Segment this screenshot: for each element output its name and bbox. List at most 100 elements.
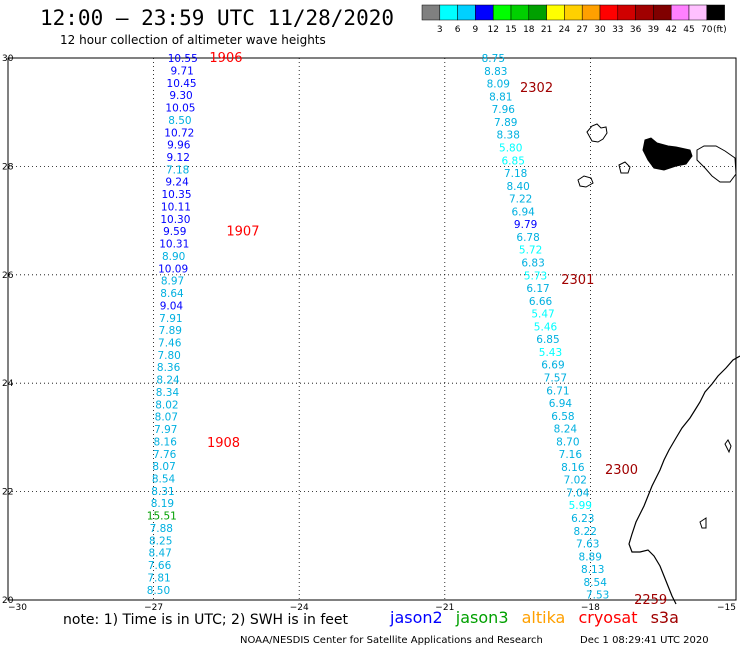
satellite-jason2: jason2 [390,608,443,627]
wave-height-value: 8.64 [160,288,184,300]
wave-height-value: 5.99 [569,500,592,512]
footer-note: note: 1) Time is in UTC; 2) SWH is in fe… [63,612,349,628]
longitude-label: −24 [290,603,309,613]
pass-label: 1906 [209,51,242,66]
legend-label: 21 [541,25,552,35]
latitude-label: 30 [2,54,14,64]
legend-label: 36 [630,25,642,35]
wave-height-value: 10.05 [165,103,195,115]
legend-label: 45 [683,25,694,35]
page-subtitle: 12 hour collection of altimeter wave hei… [60,33,326,47]
wave-height-value: 6.85 [536,334,559,346]
legend-label: 6 [455,25,461,35]
color-legend: 3 6 9 12 15 18 21 24 27 30 33 36 39 42 45 70 (ft) [421,4,727,35]
wave-height-value: 7.04 [566,487,590,499]
legend-label: 39 [648,25,660,35]
wave-height-value: 6.78 [516,232,539,244]
wave-height-value: 8.07 [152,461,175,473]
wave-height-value: 8.36 [157,362,181,374]
altimeter-track-east: 8.758.838.098.817.967.898.385.806.857.18… [482,53,610,602]
wave-height-value: 7.66 [148,560,172,572]
satellite-altika: altika [521,608,566,627]
pass-label: 2302 [520,81,553,96]
wave-height-value: 7.53 [586,590,609,602]
wave-height-value: 10.31 [159,239,189,251]
wave-height-value: 7.63 [576,539,599,551]
wave-height-value: 8.09 [487,79,510,91]
map-frame [7,57,737,601]
wave-height-value: 8.89 [579,551,602,563]
wave-height-value: 8.47 [148,548,171,560]
wave-height-value: 8.24 [554,424,578,436]
wave-height-value: 8.40 [506,181,529,193]
wave-height-value: 9.24 [165,177,189,189]
latitude-label: 20 [2,596,14,606]
wave-height-value: 6.94 [549,398,573,410]
wave-height-value: 8.50 [168,115,191,127]
pass-labels: 1906 1907 1908 2302 2301 2300 2259 [207,51,667,608]
wave-height-value: 8.22 [574,526,597,538]
altimeter-track-west: 10.559.7110.459.3010.058.5010.729.969.12… [147,53,198,597]
wave-height-value: 7.88 [150,523,173,535]
wave-height-value: 8.54 [152,473,176,485]
legend-label: 9 [473,25,479,35]
wave-height-value: 7.22 [509,194,532,206]
page-title: 12:00 – 23:59 UTC 11/28/2020 [40,6,395,30]
wave-height-value: 10.55 [168,53,198,65]
wave-height-value: 7.97 [154,424,177,436]
satellite-legend: jason2 jason3 altika cryosat s3a [390,608,687,627]
wave-height-value: 8.31 [151,486,174,498]
longitude-label: −21 [435,603,454,613]
wave-height-value: 9.12 [167,152,190,164]
wave-height-value: 5.46 [534,321,558,333]
wave-height-value: 7.96 [492,104,516,116]
wave-height-value: 7.91 [159,313,182,325]
wave-height-value: 8.97 [161,276,184,288]
legend-label: 33 [612,25,623,35]
wave-height-value: 9.59 [163,226,186,238]
wave-height-value: 6.94 [511,206,535,218]
wave-height-value: 6.23 [571,513,594,525]
island-lanzarote [586,123,608,143]
axis-tick-labels: 30 28 26 24 22 20−30 −27 −24 −21 −18 −15 [2,54,736,613]
pass-label: 1907 [226,224,259,239]
african-coastline [628,355,740,605]
satellite-cryosat: cryosat [578,608,638,627]
wave-height-value: 8.90 [162,251,185,263]
legend-swatch [706,4,725,21]
legend-label: 42 [665,25,676,35]
wave-height-value: 10.09 [158,263,188,275]
longitude-label: −15 [717,603,736,613]
legend-label: 70 [701,25,713,35]
longitude-label: −18 [581,603,600,613]
wave-height-value: 10.45 [167,78,197,90]
latitude-label: 26 [2,271,14,281]
wave-height-value: 8.16 [561,462,585,474]
wave-height-value: 6.17 [526,283,549,295]
longitude-label: −27 [144,603,163,613]
map-grid [7,57,737,601]
wave-height-value: 7.80 [157,350,180,362]
wave-height-value: 8.38 [497,130,520,142]
legend-unit: (ft) [713,25,727,35]
wave-height-value: 7.81 [147,572,170,584]
pass-label: 2259 [634,593,667,608]
wave-height-value: 7.18 [504,168,527,180]
pass-label: 1908 [207,436,240,451]
legend-label: 27 [576,25,587,35]
wave-height-value: 6.83 [521,257,544,269]
wave-height-value: 10.72 [164,127,194,139]
wave-height-value: 9.71 [170,65,193,77]
legend-label: 3 [437,25,443,35]
credit-line: NOAA/NESDIS Center for Satellite Applica… [240,635,543,646]
wave-height-value: 8.83 [484,66,507,78]
wave-height-value: 5.72 [519,245,542,257]
wave-height-value: 8.50 [147,585,170,597]
satellite-jason3: jason3 [455,608,509,627]
wave-height-value: 6.58 [551,411,574,423]
latitude-label: 28 [2,162,14,172]
wave-height-value: 5.43 [539,347,562,359]
wave-height-value: 6.66 [529,296,553,308]
wave-height-value: 8.13 [581,564,604,576]
wave-height-value: 7.89 [159,325,182,337]
